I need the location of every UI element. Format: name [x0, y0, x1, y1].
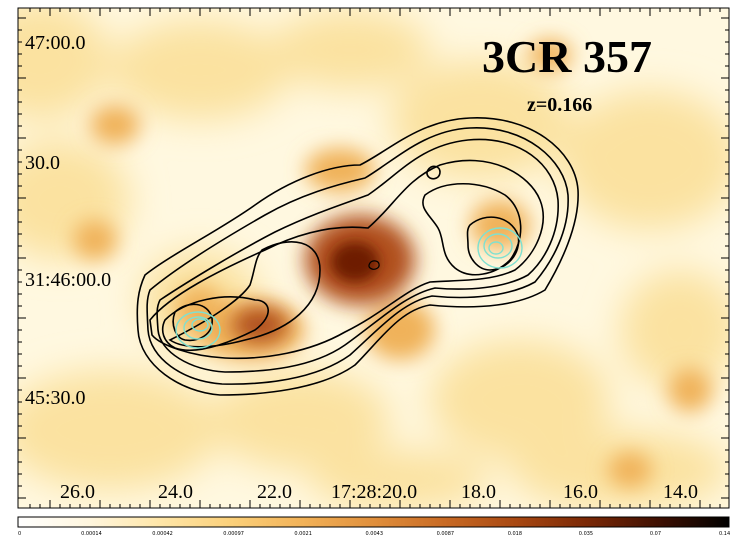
diffuse-blob: [110, 20, 290, 120]
ra-tick-label: 16.0: [563, 481, 598, 503]
xray-image: [18, 8, 729, 508]
colorbar-tick-label: 0.035: [578, 531, 594, 537]
emission-knot: [528, 39, 572, 71]
emission-knot: [470, 200, 530, 250]
radio-contour-10: [426, 165, 441, 180]
radio-contours: [136, 117, 579, 396]
emission-knot: [73, 220, 117, 260]
ra-tick-label: 17:28:20.0: [331, 481, 418, 503]
colorbar-tick-label: 0.0021: [294, 531, 312, 537]
colorbar: [17, 516, 730, 528]
colorbar-tick-label: 0.00014: [81, 531, 102, 537]
colorbar-tick-label: 0: [18, 531, 22, 537]
colorbar-tick-label: 0.0043: [365, 531, 384, 537]
hotspot-contour: [488, 241, 504, 255]
core-peak-spot: [331, 242, 379, 282]
diffuse-blob: [620, 270, 729, 390]
hotspot-contour: [191, 318, 209, 332]
hotspot-contour: [175, 311, 221, 349]
emission-knot: [608, 452, 652, 488]
frame-ticks: [18, 8, 729, 508]
radio-contour-6: [168, 241, 321, 348]
dec-tick-label: 30.0: [25, 152, 60, 174]
diffuse-blob: [210, 370, 390, 470]
radio-contour-2: [146, 127, 569, 385]
diffuse-blob: [270, 10, 430, 90]
radio-contour-8: [466, 216, 520, 271]
colorbar-tick-label: 0.07: [649, 531, 662, 537]
dec-tick-label: 31:46:00.0: [25, 269, 112, 291]
ra-tick-label: 14.0: [663, 481, 698, 503]
emission-knot: [365, 300, 435, 360]
diffuse-blob: [430, 340, 610, 460]
ra-tick-label: 26.0: [60, 481, 95, 503]
colorbar-tick-label: 0.00097: [223, 531, 244, 537]
radio-contour-outer: [136, 117, 579, 396]
radio-contour-3: [156, 138, 559, 373]
hotspot-contour: [483, 233, 513, 259]
ra-tick-label: 24.0: [158, 481, 193, 503]
hotspot-contour: [183, 316, 213, 340]
diffuse-blob: [18, 370, 220, 490]
hotspot-contours: [175, 227, 523, 349]
emission-knot: [668, 368, 712, 412]
dec-tick-label: 45:30.0: [25, 387, 86, 409]
colorbar-tick-label: 0.018: [507, 531, 523, 537]
diffuse-blob: [310, 450, 490, 508]
radio-core-contour: [368, 260, 380, 270]
diffuse-blob: [18, 8, 110, 120]
redshift-label: z=0.166: [527, 94, 593, 116]
colorbar-tick-label: 0.00042: [152, 531, 173, 537]
diffuse-blob: [560, 90, 729, 230]
ra-tick-label: 18.0: [461, 481, 496, 503]
radio-contour-5: [161, 296, 269, 352]
emission-knot: [90, 105, 140, 145]
colorbar-tick-label: 0.0087: [436, 531, 455, 537]
dec-tick-label: 47:00.0: [25, 32, 86, 54]
hotspot-contour: [477, 227, 523, 269]
radio-contour-4: [149, 159, 544, 360]
ra-tick-label: 22.0: [257, 481, 292, 503]
colorbar-tick-label: 0.14: [719, 531, 731, 537]
radio-contour-7: [422, 182, 522, 276]
source-title: 3CR 357: [482, 31, 652, 82]
emission-knot: [305, 148, 375, 192]
radio-contour-9: [172, 303, 213, 342]
core-peak: [331, 242, 379, 282]
